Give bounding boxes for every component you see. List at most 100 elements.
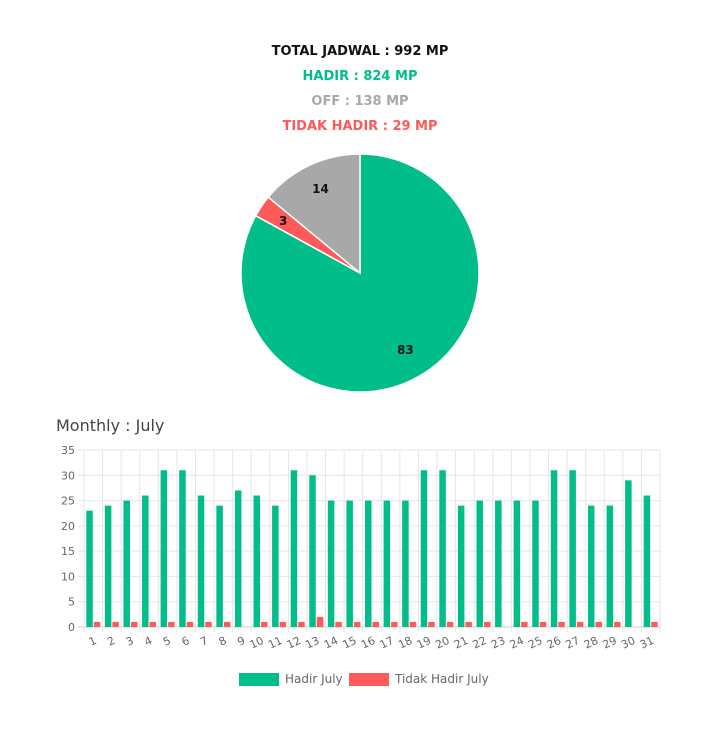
- bar-tidak-hadir-day-10[interactable]: [261, 621, 268, 627]
- bar-hadir-day-21[interactable]: [457, 505, 465, 627]
- attendance-pie-chart: 83 3 14: [240, 153, 480, 393]
- bar-tidak-hadir-day-11[interactable]: [279, 621, 287, 627]
- bar-tidak-hadir-day-19[interactable]: [428, 621, 435, 627]
- x-tick-label: 10: [248, 634, 266, 652]
- x-tick-label: 28: [582, 634, 600, 652]
- x-tick-label: 16: [359, 634, 377, 652]
- off-text: OFF : 138 MP: [311, 94, 409, 109]
- y-tick-label: 20: [61, 520, 75, 533]
- x-tick-label: 3: [124, 634, 136, 649]
- bar-hadir-day-8[interactable]: [216, 505, 223, 627]
- pie-label-off: 14: [312, 182, 329, 196]
- bar-hadir-day-18[interactable]: [402, 500, 409, 627]
- bar-hadir-day-17[interactable]: [383, 500, 391, 627]
- bar-tidak-hadir-day-16[interactable]: [372, 621, 380, 627]
- x-tick-label: 20: [433, 634, 451, 652]
- x-tick-label: 18: [396, 634, 414, 652]
- bar-hadir-day-28[interactable]: [587, 505, 595, 627]
- bar-tidak-hadir-day-2[interactable]: [112, 621, 119, 627]
- bar-hadir-day-6[interactable]: [179, 470, 186, 627]
- bar-hadir-day-13[interactable]: [309, 475, 316, 627]
- bar-tidak-hadir-day-5[interactable]: [168, 621, 175, 627]
- x-tick-label: 11: [266, 634, 284, 652]
- pie-slice-off[interactable]: [267, 153, 361, 275]
- bar-hadir-day-22[interactable]: [476, 500, 483, 627]
- bar-tidak-hadir-day-25[interactable]: [539, 621, 547, 627]
- bar-tidak-hadir-day-22[interactable]: [483, 621, 491, 627]
- bar-tidak-hadir-day-8[interactable]: [223, 621, 231, 627]
- legend-swatch-tidak-hadir: [349, 672, 389, 686]
- bar-hadir-day-31[interactable]: [643, 495, 651, 627]
- bar-tidak-hadir-day-14[interactable]: [335, 621, 342, 627]
- legend-swatch-hadir: [239, 672, 279, 686]
- bar-hadir-day-12[interactable]: [290, 470, 298, 627]
- x-tick-label: 22: [471, 634, 489, 652]
- bar-tidak-hadir-day-27[interactable]: [576, 621, 584, 627]
- bar-tidak-hadir-day-24[interactable]: [521, 621, 528, 627]
- bar-tidak-hadir-day-3[interactable]: [130, 621, 138, 627]
- bar-hadir-day-19[interactable]: [420, 470, 428, 627]
- bar-tidak-hadir-day-31[interactable]: [651, 621, 658, 627]
- tidak-hadir-text: TIDAK HADIR : 29 MP: [282, 119, 438, 134]
- x-tick-label: 24: [508, 634, 526, 652]
- bar-tidak-hadir-day-20[interactable]: [446, 621, 454, 627]
- bar-hadir-day-16[interactable]: [365, 500, 372, 627]
- bar-tidak-hadir-day-28[interactable]: [595, 621, 602, 627]
- x-tick-label: 12: [285, 634, 303, 652]
- y-tick-label: 35: [61, 444, 75, 457]
- bar-hadir-day-23[interactable]: [495, 500, 502, 627]
- x-tick-label: 26: [545, 634, 563, 652]
- bar-hadir-day-2[interactable]: [104, 505, 112, 627]
- bar-tidak-hadir-day-12[interactable]: [298, 621, 305, 627]
- bar-tidak-hadir-day-17[interactable]: [391, 621, 398, 627]
- bar-tidak-hadir-day-6[interactable]: [186, 621, 194, 627]
- bar-tidak-hadir-day-21[interactable]: [465, 621, 472, 627]
- bar-hadir-day-15[interactable]: [346, 500, 353, 627]
- bar-hadir-day-9[interactable]: [234, 490, 242, 627]
- legend-label-hadir: Hadir July: [285, 672, 343, 686]
- bar-hadir-day-20[interactable]: [439, 470, 446, 627]
- bar-tidak-hadir-day-29[interactable]: [614, 621, 621, 627]
- bar-chart-legend: Hadir July Tidak Hadir July: [0, 670, 720, 690]
- x-tick-label: 29: [601, 634, 619, 652]
- x-tick-label: 27: [563, 634, 581, 652]
- bar-hadir-day-5[interactable]: [160, 470, 168, 627]
- bar-tidak-hadir-day-13[interactable]: [316, 616, 324, 627]
- bar-tidak-hadir-day-26[interactable]: [558, 621, 565, 627]
- bar-hadir-day-7[interactable]: [197, 495, 205, 627]
- bar-tidak-hadir-day-7[interactable]: [205, 621, 212, 627]
- bar-hadir-day-24[interactable]: [513, 500, 521, 627]
- x-tick-label: 8: [217, 634, 229, 649]
- x-tick-label: 25: [526, 634, 544, 652]
- bar-hadir-day-10[interactable]: [253, 495, 261, 627]
- legend-item-tidak-hadir[interactable]: Tidak Hadir July: [349, 670, 489, 688]
- monthly-chart-title: Monthly : July: [56, 416, 165, 435]
- bar-hadir-day-4[interactable]: [142, 495, 149, 627]
- legend-label-tidak-hadir: Tidak Hadir July: [395, 672, 489, 686]
- bar-hadir-day-26[interactable]: [550, 470, 558, 627]
- x-tick-label: 4: [142, 634, 154, 649]
- bar-hadir-day-14[interactable]: [327, 500, 335, 627]
- x-tick-label: 31: [638, 634, 656, 652]
- bar-hadir-day-30[interactable]: [625, 480, 632, 627]
- bar-hadir-day-11[interactable]: [272, 505, 279, 627]
- x-tick-label: 5: [161, 634, 173, 649]
- x-tick-label: 21: [452, 634, 470, 652]
- bar-tidak-hadir-day-15[interactable]: [353, 621, 361, 627]
- bar-hadir-day-29[interactable]: [606, 505, 614, 627]
- x-tick-label: 15: [341, 634, 359, 652]
- bar-tidak-hadir-day-4[interactable]: [149, 621, 157, 627]
- y-tick-label: 0: [68, 621, 75, 634]
- bar-hadir-day-27[interactable]: [569, 470, 576, 627]
- bar-hadir-day-1[interactable]: [86, 510, 93, 627]
- x-tick-label: 19: [415, 634, 433, 652]
- legend-item-hadir[interactable]: Hadir July: [239, 670, 343, 688]
- bar-hadir-day-3[interactable]: [123, 500, 130, 627]
- bar-tidak-hadir-day-1[interactable]: [93, 621, 101, 627]
- total-jadwal-text: TOTAL JADWAL : 992 MP: [271, 44, 449, 59]
- bar-hadir-day-25[interactable]: [532, 500, 539, 627]
- bar-tidak-hadir-day-18[interactable]: [409, 621, 417, 627]
- x-tick-label: 6: [180, 634, 192, 649]
- x-tick-label: 9: [235, 634, 247, 649]
